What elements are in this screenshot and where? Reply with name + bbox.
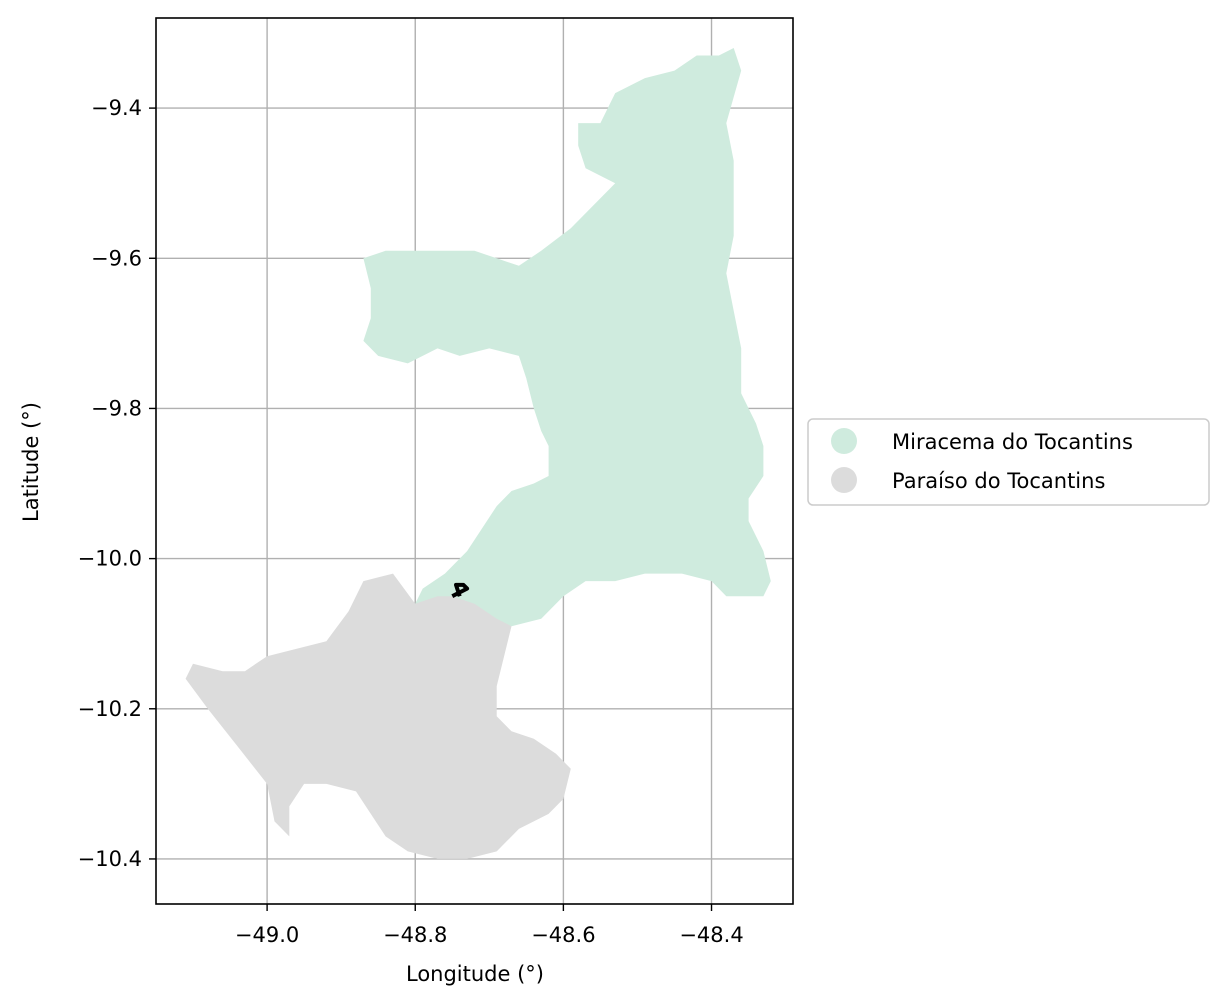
marker-shape	[451, 582, 470, 598]
legend: Miracema do Tocantins Paraíso do Tocanti…	[807, 418, 1210, 506]
axes-frame	[155, 17, 794, 905]
y-tick-label: −10.0	[78, 547, 142, 571]
y-tick-label: −9.6	[91, 246, 142, 270]
y-tick-label: −9.8	[91, 396, 142, 420]
y-tick-label: −10.4	[78, 847, 142, 871]
x-axis-label: Longitude (°)	[406, 962, 544, 986]
region-miracema-do-tocantins	[363, 48, 771, 627]
y-tick-label: −10.2	[78, 697, 142, 721]
region-paraiso-do-tocantins	[185, 573, 571, 859]
x-axis-ticks: −49.0 −48.8 −48.6 −48.4	[235, 904, 744, 947]
x-tick-label: −48.6	[531, 923, 595, 947]
legend-label-paraiso: Paraíso do Tocantins	[892, 469, 1105, 493]
x-tick-label: −48.4	[679, 923, 743, 947]
legend-label-miracema: Miracema do Tocantins	[892, 430, 1133, 454]
y-tick-label: −9.4	[91, 96, 142, 120]
y-axis-label: Latitude (°)	[19, 402, 43, 522]
x-tick-label: −49.0	[235, 923, 299, 947]
y-axis-ticks: −9.4 −9.6 −9.8 −10.0 −10.2 −10.4	[78, 96, 156, 871]
legend-box	[807, 418, 1210, 506]
regions	[185, 48, 771, 859]
legend-marker-miracema	[831, 428, 857, 454]
legend-marker-paraiso	[831, 467, 857, 493]
location-marker	[451, 582, 470, 598]
x-tick-label: −48.8	[383, 923, 447, 947]
